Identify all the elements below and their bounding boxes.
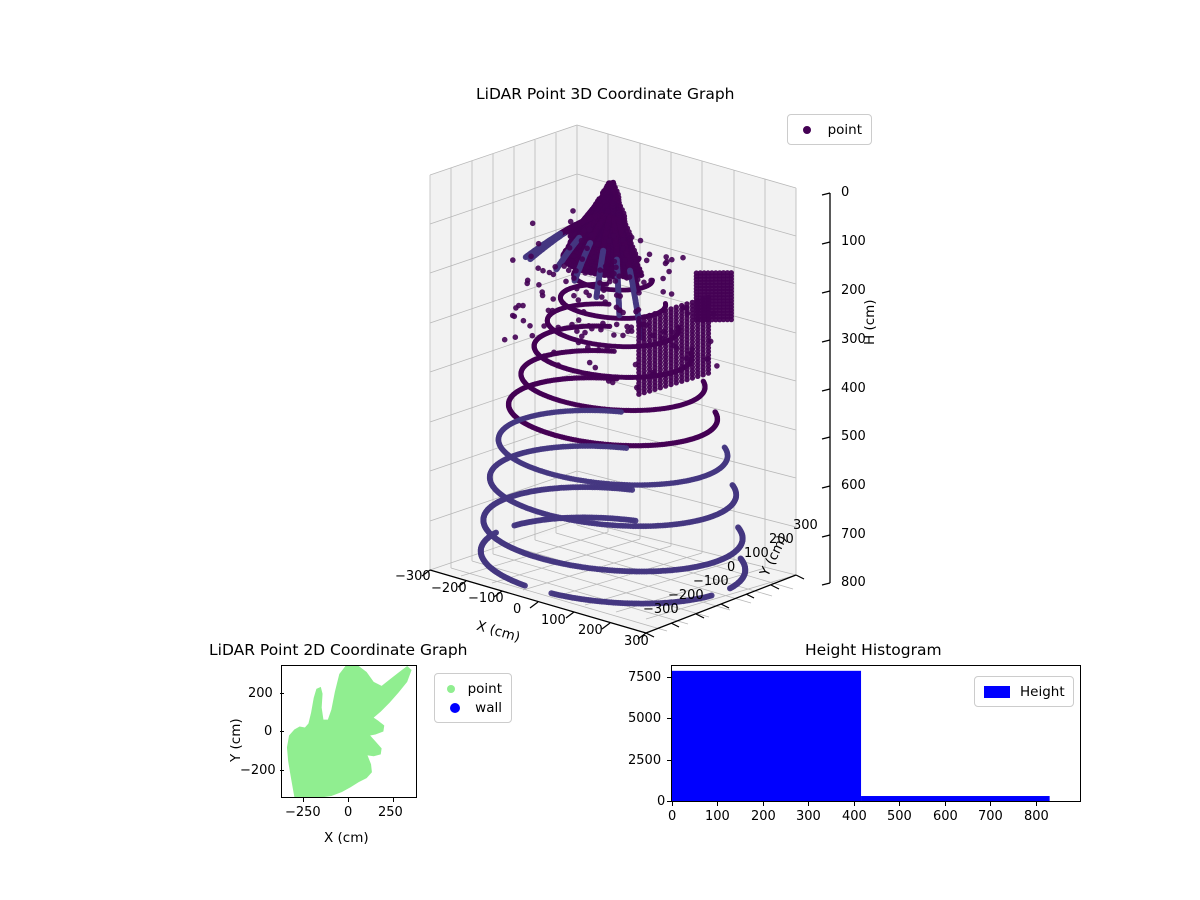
scatter3d-ytick-5: −200 [668, 588, 704, 603]
histogram-bars [672, 670, 1050, 801]
scatter2d-title: LiDAR Point 2D Coordinate Graph [209, 641, 468, 659]
scatter3d-xtick-5: 200 [578, 623, 603, 638]
histogram-legend[interactable]: Height [974, 676, 1074, 707]
scatter2d-ytick-2: −200 [240, 763, 276, 778]
scatter3d-zaxis-label: H (cm) [862, 299, 878, 345]
scatter3d-ztick-0: 0 [841, 185, 850, 200]
height-patch-icon [984, 685, 1010, 698]
scatter2d-xtick-2: 250 [378, 805, 403, 820]
scatter3d-ytick-3: 0 [727, 560, 736, 575]
histogram-xtick-2: 200 [751, 809, 776, 824]
scatter3d-ztick-2: 200 [841, 283, 866, 298]
histogram-xtickmark-8 [1036, 802, 1038, 806]
histogram-ytickmark-3 [667, 677, 671, 679]
histogram-xtick-0: 0 [668, 809, 677, 824]
histogram-xtickmark-7 [990, 802, 992, 806]
histogram-ytick-3: 7500 [628, 670, 662, 685]
point-marker-icon [797, 125, 818, 134]
scatter2d-ytickmark-1 [280, 731, 284, 733]
scatter3d-ytick-4: −100 [693, 574, 729, 589]
scatter3d-ztick-7: 700 [841, 527, 866, 542]
scatter2d-ytickmark-2 [280, 770, 284, 772]
histogram-axes[interactable] [671, 665, 1081, 802]
histogram-xtick-1: 100 [705, 809, 730, 824]
scatter3d-points [477, 179, 749, 607]
legend-item-point[interactable]: point [797, 120, 862, 139]
yaxis-tickmarks [645, 574, 805, 638]
histogram-xtick-6: 600 [933, 809, 958, 824]
scatter3d-ztick-5: 500 [841, 429, 866, 444]
histogram-xtickmark-1 [717, 802, 719, 806]
scatter3d-xtick-2: −100 [468, 591, 504, 606]
scatter2d-yaxis-label: Y (cm) [228, 718, 244, 762]
legend-label-height: Height [1020, 683, 1065, 700]
scatter2d-xaxis-label: X (cm) [324, 830, 369, 846]
histogram-xtickmark-5 [899, 802, 901, 806]
scatter3d-canvas [421, 124, 831, 640]
histogram-xtickmark-2 [763, 802, 765, 806]
legend-item-point[interactable]: point [444, 679, 502, 698]
histogram-xtick-8: 800 [1024, 809, 1049, 824]
legend-label-point: point [827, 121, 862, 138]
legend-label-point: point [467, 680, 502, 697]
legend-label-wall: wall [475, 699, 502, 716]
scatter3d-xtick-3: 0 [513, 602, 522, 617]
histogram-ytickmark-0 [667, 801, 671, 803]
point-marker-icon [444, 684, 458, 693]
histogram-canvas [672, 670, 1050, 801]
scatter3d-ztick-1: 100 [841, 234, 866, 249]
histogram-ytickmark-1 [667, 760, 671, 762]
histogram-xtickmark-0 [672, 802, 674, 806]
histogram-ytick-1: 2500 [628, 753, 662, 768]
scatter3d-xtick-0: −300 [395, 569, 431, 584]
zaxis-tickmarks [821, 192, 831, 586]
legend-item-wall[interactable]: wall [444, 698, 502, 717]
scatter3d-xtick-4: 100 [541, 613, 566, 628]
histogram-ytick-0: 0 [657, 794, 666, 809]
scatter3d-xtick-1: −200 [431, 581, 467, 596]
pane-left [430, 125, 577, 570]
histogram-xtickmark-6 [945, 802, 947, 806]
scatter3d-ytick-1: 200 [769, 532, 794, 547]
scatter3d-ztick-4: 400 [841, 381, 866, 396]
histogram-xtick-7: 700 [978, 809, 1003, 824]
histogram-xtickmark-3 [808, 802, 810, 806]
scatter2d-axes[interactable] [281, 665, 417, 798]
scatter2d-ytick-0: 200 [248, 686, 273, 701]
xaxis-tickmarks [421, 569, 647, 640]
scatter3d-ytick-2: 100 [744, 546, 769, 561]
scatter2d-xtickmark-2 [393, 798, 395, 802]
scatter3d-legend[interactable]: point [787, 114, 872, 145]
histogram-ytick-2: 5000 [628, 711, 662, 726]
histogram-title: Height Histogram [805, 641, 942, 659]
scatter3d-title: LiDAR Point 3D Coordinate Graph [476, 85, 735, 103]
scatter3d-ytick-0: 300 [793, 518, 818, 533]
scatter2d-points-point [286, 666, 412, 797]
histogram-ytickmark-2 [667, 718, 671, 720]
histogram-xtickmark-4 [854, 802, 856, 806]
scatter3d-ytick-6: −300 [643, 602, 679, 617]
scatter3d-ztick-6: 600 [841, 478, 866, 493]
scatter3d-ztick-8: 800 [841, 575, 866, 590]
scatter2d-xtick-1: 0 [344, 805, 353, 820]
wall-marker-icon [444, 702, 465, 713]
scatter3d-xtick-6: 300 [624, 634, 649, 649]
scatter2d-xtickmark-1 [348, 798, 350, 802]
scatter2d-ytickmark-0 [280, 693, 284, 695]
scatter2d-canvas [286, 666, 412, 797]
scatter3d-axes[interactable] [330, 105, 890, 665]
histogram-xtick-5: 500 [887, 809, 912, 824]
scatter2d-legend[interactable]: point wall [434, 673, 512, 723]
scatter3d-ztick-3: 300 [841, 332, 866, 347]
scatter2d-xtick-0: −250 [285, 805, 321, 820]
histogram-xtick-4: 400 [842, 809, 867, 824]
scatter2d-ytick-1: 0 [264, 724, 273, 739]
scatter2d-xtickmark-0 [303, 798, 305, 802]
histogram-xtick-3: 300 [796, 809, 821, 824]
legend-item-height[interactable]: Height [984, 682, 1065, 701]
